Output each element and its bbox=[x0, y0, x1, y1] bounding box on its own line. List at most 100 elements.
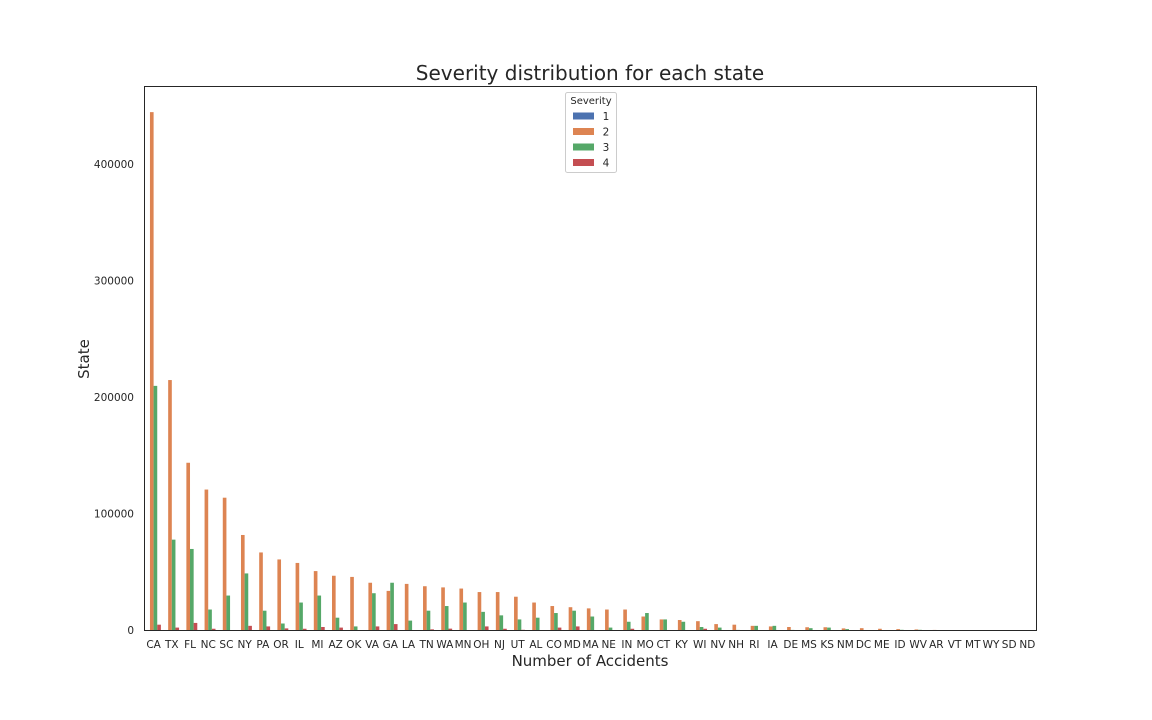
bar-mi-severity-3 bbox=[317, 595, 322, 631]
bar-fl-severity-2 bbox=[186, 462, 191, 631]
x-tick-label: NM bbox=[837, 639, 854, 651]
bar-ct-severity-2 bbox=[659, 619, 664, 631]
bar-ok-severity-2 bbox=[350, 576, 354, 631]
bar-nv-severity-2 bbox=[714, 624, 718, 631]
x-tick-label: MN bbox=[455, 639, 472, 651]
bar-nv-severity-3 bbox=[717, 627, 722, 631]
legend-title: Severity bbox=[570, 96, 611, 107]
legend-label-severity-1: 1 bbox=[603, 111, 610, 123]
bar-mi-severity-2 bbox=[313, 571, 318, 631]
y-tick-label: 100000 bbox=[94, 509, 134, 521]
legend-label-severity-2: 2 bbox=[603, 126, 610, 138]
bar-ny-severity-2 bbox=[240, 534, 245, 631]
bar-wv-severity-2 bbox=[914, 629, 919, 631]
bar-ga-severity-4 bbox=[393, 624, 398, 631]
y-tick-label: 200000 bbox=[94, 392, 134, 404]
x-axis-label: Number of Accidents bbox=[512, 652, 669, 670]
x-tick-label: ID bbox=[894, 639, 905, 651]
x-tick-label: OH bbox=[473, 639, 489, 651]
bar-or-severity-4 bbox=[284, 628, 289, 631]
bar-ky-severity-2 bbox=[677, 620, 682, 631]
bar-nm-severity-2 bbox=[841, 628, 846, 631]
x-tick-label: WV bbox=[909, 639, 927, 651]
bars-group bbox=[146, 112, 1035, 631]
x-tick-label: TN bbox=[419, 639, 434, 651]
bar-ne-severity-3 bbox=[608, 627, 613, 631]
x-tick-label: OR bbox=[273, 639, 289, 651]
bar-il-severity-4 bbox=[302, 628, 307, 631]
x-tick-label: VT bbox=[948, 639, 962, 651]
bar-ne-severity-2 bbox=[605, 609, 609, 631]
bar-wa-severity-4 bbox=[448, 628, 453, 631]
bar-or-severity-3 bbox=[281, 623, 285, 631]
bar-in-severity-2 bbox=[623, 609, 627, 631]
x-tick-label: NJ bbox=[494, 639, 505, 651]
bar-ut-severity-2 bbox=[514, 596, 518, 631]
bar-il-severity-3 bbox=[299, 602, 303, 631]
legend-items: 1 2 3 4 bbox=[573, 111, 610, 169]
x-tick-label: NH bbox=[728, 639, 744, 651]
bar-md-severity-2 bbox=[568, 607, 573, 631]
bar-mi-severity-4 bbox=[321, 627, 325, 631]
legend-swatch-severity-3 bbox=[573, 143, 594, 151]
bar-nc-severity-4 bbox=[211, 628, 216, 631]
bar-nj-severity-4 bbox=[503, 628, 507, 631]
bar-sc-severity-3 bbox=[226, 595, 231, 631]
bar-ut-severity-3 bbox=[517, 619, 522, 631]
bar-mo-severity-3 bbox=[645, 613, 649, 631]
x-tick-labels: CA TX FL NC SC NY PA OR IL MI AZ OK VA GA LA TN WA MN OH NJ… bbox=[146, 639, 1035, 651]
bar-ca-severity-2 bbox=[149, 112, 154, 631]
x-tick-label: KS bbox=[820, 639, 834, 651]
bar-fl-severity-3 bbox=[190, 548, 194, 631]
bar-mn-severity-3 bbox=[463, 602, 467, 631]
bar-in-severity-3 bbox=[626, 621, 631, 631]
bar-ks-severity-2 bbox=[823, 627, 828, 631]
x-tick-label: PA bbox=[256, 639, 270, 651]
bar-va-severity-2 bbox=[368, 582, 373, 631]
bar-ma-severity-2 bbox=[586, 608, 591, 631]
bar-md-severity-3 bbox=[572, 610, 576, 631]
bar-va-severity-4 bbox=[375, 626, 380, 631]
bar-mn-severity-2 bbox=[459, 588, 464, 631]
bar-in-severity-4 bbox=[630, 628, 635, 631]
bar-wi-severity-2 bbox=[696, 621, 700, 631]
x-tick-label: CT bbox=[656, 639, 670, 651]
bar-sc-severity-2 bbox=[222, 497, 227, 631]
bar-tn-severity-4 bbox=[430, 629, 434, 631]
x-tick-label: WY bbox=[983, 639, 1000, 651]
bar-wi-severity-4 bbox=[703, 628, 708, 631]
bar-ca-severity-4 bbox=[157, 624, 161, 631]
bar-md-severity-4 bbox=[575, 626, 580, 631]
x-tick-label: NC bbox=[201, 639, 216, 651]
legend-label-severity-3: 3 bbox=[603, 142, 610, 154]
bar-oh-severity-3 bbox=[481, 611, 485, 631]
bar-tn-severity-3 bbox=[426, 610, 431, 631]
legend-label-severity-4: 4 bbox=[603, 157, 610, 169]
x-tick-label: IL bbox=[295, 639, 304, 651]
bar-nh-severity-2 bbox=[732, 624, 737, 631]
bar-co-severity-4 bbox=[557, 627, 562, 631]
bar-nm-severity-3 bbox=[845, 629, 849, 631]
x-tick-label: CA bbox=[146, 639, 161, 651]
bar-tx-severity-4 bbox=[175, 627, 180, 631]
bar-tx-severity-3 bbox=[171, 539, 176, 631]
x-tick-label: LA bbox=[402, 639, 416, 651]
x-tick-label: AZ bbox=[328, 639, 342, 651]
x-tick-label: SC bbox=[219, 639, 233, 651]
x-tick-label: MT bbox=[965, 639, 981, 651]
y-tick-label: 0 bbox=[127, 625, 134, 637]
bar-ks-severity-3 bbox=[827, 627, 831, 631]
x-tick-label: CO bbox=[546, 639, 562, 651]
x-tick-label: AR bbox=[929, 639, 943, 651]
y-axis-label: State bbox=[75, 339, 93, 379]
x-tick-label: ME bbox=[874, 639, 890, 651]
bar-az-severity-2 bbox=[332, 575, 336, 631]
bar-ct-severity-3 bbox=[663, 619, 667, 631]
bar-oh-severity-2 bbox=[477, 592, 482, 631]
bar-ny-severity-3 bbox=[244, 573, 249, 631]
bar-ok-severity-3 bbox=[353, 626, 358, 631]
bar-ri-severity-2 bbox=[750, 625, 755, 631]
y-tick-labels: 0 100000 200000 300000 400000 bbox=[94, 159, 134, 637]
bar-va-severity-3 bbox=[372, 593, 376, 631]
legend-swatch-severity-2 bbox=[573, 128, 594, 135]
